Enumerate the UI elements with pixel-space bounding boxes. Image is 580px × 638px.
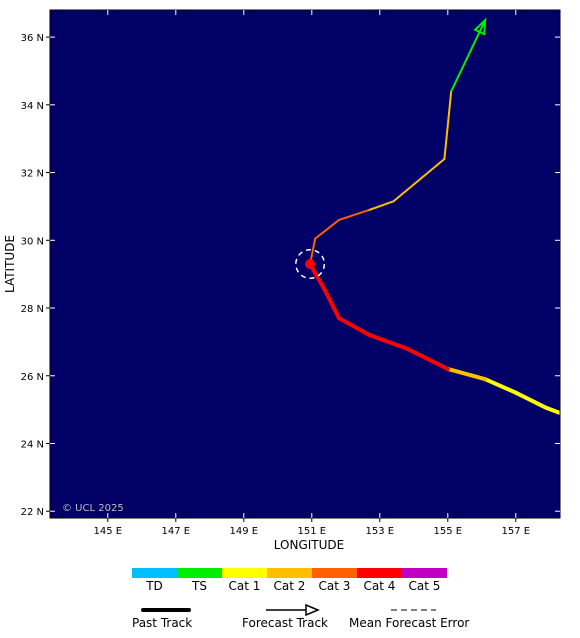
forecast-track-segment	[314, 218, 340, 240]
legend-category-label: TD	[145, 579, 163, 593]
y-tick-label: 24 N	[21, 439, 44, 450]
x-tick-label: 151 E	[298, 526, 327, 537]
x-tick-label: 149 E	[230, 526, 259, 537]
y-axis-title: LATITUDE	[3, 235, 17, 293]
forecast-track-segment	[338, 208, 371, 221]
legend-swatch	[177, 568, 222, 578]
past-track-segment	[544, 405, 560, 416]
y-tick-label: 22 N	[21, 507, 44, 518]
legend-swatch	[402, 568, 447, 578]
past-track-segment	[405, 346, 450, 371]
x-axis-title: LONGITUDE	[274, 538, 344, 552]
forecast-error-legend: Mean Forecast Error	[349, 609, 469, 630]
x-tick-label: 147 E	[162, 526, 191, 537]
forecast-track-legend: Forecast Track	[242, 603, 328, 630]
forecast-arrow-icon	[473, 17, 487, 36]
x-tick-label: 153 E	[366, 526, 395, 537]
legend-category-label: Cat 1	[229, 579, 261, 593]
legend-category-label: Cat 5	[409, 579, 441, 593]
track-group	[308, 17, 560, 416]
legend-swatch	[132, 568, 177, 578]
legend: TD TS Cat 1 Cat 2 Cat 3 Cat 4 Cat 5 Past Track…	[132, 568, 469, 630]
past-track-segment	[513, 390, 549, 410]
legend-swatch	[312, 568, 357, 578]
forecast-track-segment	[392, 158, 446, 203]
legend-category-label: Cat 2	[274, 579, 306, 593]
current-storm-position	[305, 259, 316, 269]
map-plot-area: © UCL 2025	[50, 10, 560, 518]
forecast-track-legend-label: Forecast Track	[242, 616, 328, 630]
forecast-track-segment	[368, 200, 395, 211]
y-tick-label: 36 N	[21, 33, 44, 44]
x-tick-label: 157 E	[502, 526, 531, 537]
past-track-segment	[308, 262, 328, 294]
x-tick-label: 155 E	[434, 526, 463, 537]
arrow-icon	[305, 603, 320, 617]
legend-swatch	[267, 568, 312, 578]
forecast-track-segment	[443, 90, 453, 161]
category-legend: TD TS Cat 1 Cat 2 Cat 3 Cat 4 Cat 5	[132, 568, 447, 593]
past-track-segment	[445, 366, 488, 382]
y-tick-label: 34 N	[21, 101, 44, 112]
past-track-segment	[337, 316, 372, 338]
legend-swatch	[222, 568, 267, 578]
forecast-error-circle	[295, 248, 326, 280]
y-tick-label: 30 N	[21, 236, 44, 247]
forecast-error-legend-label: Mean Forecast Error	[349, 616, 469, 630]
legend-category-label: Cat 3	[319, 579, 351, 593]
y-tick-label: 32 N	[21, 169, 44, 180]
plot-frame	[49, 9, 561, 519]
legend-category-label: TS	[191, 579, 207, 593]
ocean-background	[50, 10, 560, 518]
legend-swatch	[357, 568, 402, 578]
legend-category-label: Cat 4	[364, 579, 396, 593]
copyright-notice: © UCL 2025	[62, 503, 124, 514]
past-track-legend: Past Track	[132, 608, 192, 630]
x-tick-label: 145 E	[94, 526, 123, 537]
map-axes: 145 E 147 E 149 E 151 E 153 E 155 E 157 E 22 N 2…	[21, 9, 561, 537]
past-track-legend-label: Past Track	[132, 616, 192, 630]
past-track-segment	[367, 333, 409, 351]
y-tick-label: 26 N	[21, 372, 44, 383]
y-tick-label: 28 N	[21, 304, 44, 315]
past-track-segment	[323, 289, 341, 321]
past-track-segment	[483, 377, 518, 395]
